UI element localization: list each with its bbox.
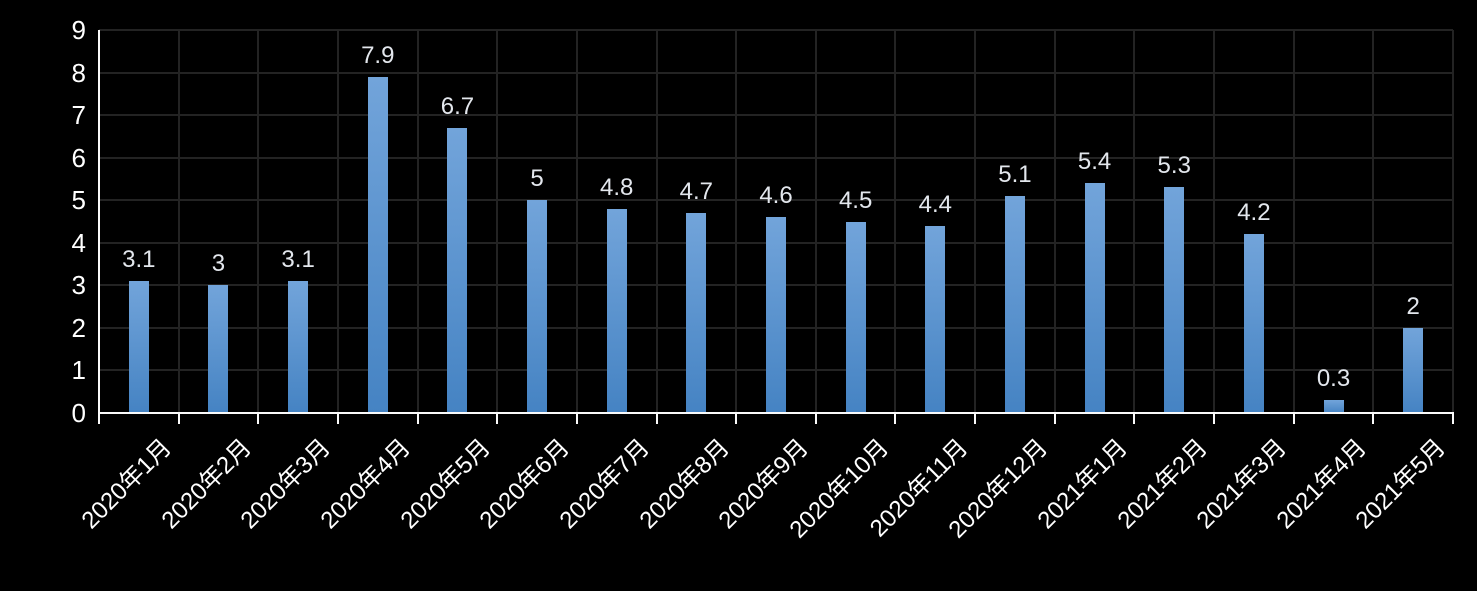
bar[interactable] xyxy=(1243,234,1264,413)
y-axis-line xyxy=(98,30,100,414)
gridline-vertical xyxy=(1372,30,1375,413)
bar-value-label: 5.3 xyxy=(1157,152,1191,180)
gridline-vertical xyxy=(257,30,260,413)
x-axis-tick xyxy=(1133,414,1136,424)
x-axis-tick xyxy=(655,414,658,424)
bar[interactable] xyxy=(1403,327,1424,413)
x-axis-tick xyxy=(575,414,578,424)
y-axis-tick-label: 5 xyxy=(71,185,86,216)
gridline-horizontal xyxy=(99,114,1453,117)
gridline-vertical xyxy=(575,30,578,413)
y-axis-tick-label: 3 xyxy=(71,270,86,301)
bar-value-label: 4.4 xyxy=(918,190,952,218)
gridline-vertical xyxy=(735,30,738,413)
x-axis-line xyxy=(98,412,1454,414)
gridline-vertical xyxy=(336,30,339,413)
bar[interactable] xyxy=(1004,195,1025,413)
gridline-vertical xyxy=(974,30,977,413)
bar[interactable] xyxy=(766,217,786,413)
y-axis-tick-label: 0 xyxy=(71,398,86,428)
gridline-vertical xyxy=(177,30,180,413)
bar[interactable] xyxy=(1323,400,1344,413)
x-axis-tick xyxy=(735,414,738,424)
x-axis-tick xyxy=(416,414,419,424)
bar-value-label: 7.9 xyxy=(361,41,395,69)
bar-value-label: 5.1 xyxy=(998,160,1032,188)
bar[interactable] xyxy=(288,281,309,413)
bar[interactable] xyxy=(606,208,627,413)
gridline-vertical xyxy=(1133,30,1136,413)
bar-value-label: 0.3 xyxy=(1316,365,1351,393)
bar[interactable] xyxy=(367,76,388,413)
gridline-horizontal xyxy=(99,199,1453,202)
x-axis-tick xyxy=(336,414,339,424)
x-axis-tick xyxy=(1213,414,1216,424)
gridline-vertical xyxy=(655,30,658,413)
bar-value-label: 3.1 xyxy=(122,246,156,274)
bar[interactable] xyxy=(1084,183,1105,413)
bar-value-label: 4.8 xyxy=(600,173,634,201)
bar-value-label: 5.4 xyxy=(1077,148,1112,176)
x-axis-tick xyxy=(1372,414,1375,424)
bar-value-label: 4.2 xyxy=(1237,199,1271,227)
gridline-vertical xyxy=(496,30,499,413)
gridline-horizontal xyxy=(99,71,1453,74)
x-axis-tick xyxy=(814,414,817,424)
y-axis-tick-label: 4 xyxy=(71,227,86,258)
y-axis-tick-label: 1 xyxy=(71,355,86,386)
x-axis-tick xyxy=(177,414,180,424)
bar[interactable] xyxy=(527,200,548,413)
x-axis-tick xyxy=(1452,414,1454,424)
x-axis-tick xyxy=(257,414,260,424)
gridline-vertical xyxy=(1292,30,1295,413)
bar[interactable] xyxy=(447,127,468,413)
bar-value-label: 6.7 xyxy=(440,92,475,120)
bar[interactable] xyxy=(1164,187,1185,413)
bar[interactable] xyxy=(128,281,149,413)
gridline-vertical xyxy=(814,30,817,413)
x-axis-tick xyxy=(1053,414,1056,424)
x-axis-tick xyxy=(974,414,977,424)
gridline-horizontal xyxy=(99,29,1453,31)
bar-value-label: 2 xyxy=(1406,292,1420,320)
bar[interactable] xyxy=(845,221,866,413)
x-axis-tick xyxy=(98,414,100,424)
bar[interactable] xyxy=(686,212,707,413)
bar[interactable] xyxy=(925,225,946,413)
y-axis-tick-label: 9 xyxy=(71,15,86,45)
gridline-vertical xyxy=(894,30,897,413)
y-axis-tick-label: 7 xyxy=(71,100,86,131)
x-axis-tick xyxy=(1292,414,1295,424)
bar-value-label: 4.7 xyxy=(679,177,714,205)
bar-value-label: 4.5 xyxy=(838,186,873,214)
gridline-horizontal xyxy=(99,156,1453,159)
gridline-vertical xyxy=(416,30,419,413)
bar[interactable] xyxy=(208,285,229,413)
bar-value-label: 4.6 xyxy=(759,182,793,210)
bar-value-label: 3 xyxy=(211,250,226,278)
x-axis-tick xyxy=(894,414,897,424)
x-axis-tick xyxy=(496,414,499,424)
bar-value-label: 3.1 xyxy=(281,246,315,274)
gridline-vertical xyxy=(1452,30,1454,413)
gridline-vertical xyxy=(1053,30,1056,413)
y-axis-tick-label: 8 xyxy=(71,57,86,88)
gridline-vertical xyxy=(1213,30,1216,413)
y-axis-tick-label: 6 xyxy=(71,142,86,173)
y-axis-tick-label: 2 xyxy=(71,312,86,343)
bar-value-label: 5 xyxy=(530,165,544,193)
